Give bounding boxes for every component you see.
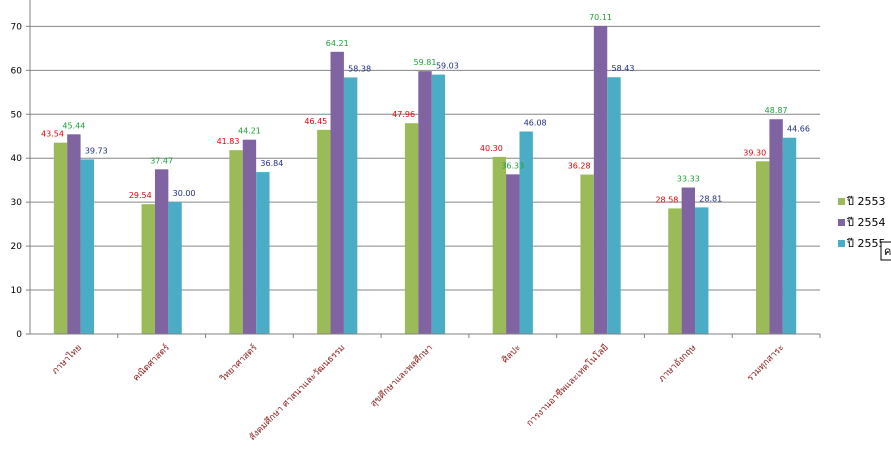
- data-label: 33.33: [677, 175, 700, 184]
- y-tick-label: 70: [11, 22, 23, 32]
- category-label: สังคมศึกษา ศาสนาและวัฒนธรรม: [247, 342, 347, 442]
- bars: [53, 25, 797, 335]
- data-label: 39.73: [85, 146, 108, 155]
- category-label: คณิตศาสตร์: [130, 342, 172, 384]
- y-tick-label: 10: [11, 286, 23, 296]
- bar: [431, 74, 446, 335]
- bar: [769, 119, 783, 334]
- data-label: 59.81: [414, 58, 437, 67]
- data-label: 28.81: [699, 194, 722, 203]
- y-tick-label: 60: [11, 66, 23, 76]
- bar: [519, 131, 533, 334]
- data-label: 28.58: [655, 195, 678, 204]
- bar: [67, 134, 81, 334]
- data-label: 29.54: [129, 191, 152, 200]
- data-label: 36.33: [501, 161, 524, 170]
- bar: [782, 137, 797, 334]
- legend-overflow-glyph: ค: [884, 245, 891, 258]
- y-tick-label: 30: [11, 198, 23, 208]
- bar: [418, 71, 432, 334]
- data-label: 46.45: [304, 117, 327, 126]
- y-tick-label: 40: [11, 154, 23, 164]
- data-label: 40.30: [480, 144, 503, 153]
- bar: [168, 202, 182, 334]
- legend-swatch: [838, 198, 845, 205]
- bar: [343, 77, 358, 334]
- data-label: 36.84: [260, 159, 283, 168]
- data-label: 41.83: [217, 137, 240, 146]
- category-label: ภาษาอังกฤษ: [657, 343, 698, 384]
- bar: [317, 129, 331, 334]
- data-label: 45.44: [62, 121, 85, 130]
- category-label: ศิลปะ: [500, 342, 523, 365]
- bar: [668, 208, 682, 334]
- bar: [330, 51, 344, 335]
- category-labels: ภาษาไทย คณิตศาสตร์ วิทยาศาสตร์สังคมศึกษา ศ…: [50, 334, 821, 443]
- category-label: การงานอาชีพและเทคโนโลยี: [524, 342, 610, 428]
- bar: [53, 142, 68, 334]
- legend-overflow-box: [880, 241, 891, 261]
- data-label: 44.21: [238, 127, 261, 136]
- data-label: 43.54: [41, 130, 64, 139]
- bar: [229, 150, 243, 334]
- category-label: สุขศึกษาและพลศึกษา: [368, 342, 435, 409]
- data-label: 47.96: [392, 110, 415, 119]
- bar: [607, 77, 621, 335]
- legend-swatch: [838, 240, 845, 247]
- data-label: 58.43: [612, 64, 635, 73]
- data-label: 37.47: [150, 156, 173, 165]
- category-label: ภาษาไทย: [50, 342, 84, 376]
- bar: [141, 204, 155, 334]
- data-label: 46.08: [524, 118, 547, 127]
- bar: [242, 139, 257, 334]
- y-axis-ticks: 0 10 20 30 40 50 60 70: [11, 22, 30, 340]
- data-label: 70.11: [589, 13, 612, 22]
- legend-label: ปี 2555: [846, 237, 886, 250]
- bar: [404, 123, 419, 334]
- bar: [492, 156, 507, 334]
- data-label: 39.30: [743, 148, 766, 157]
- bar: [80, 159, 94, 334]
- category-label: วิทยาศาสตร์: [217, 342, 260, 385]
- y-tick-label: 20: [11, 242, 23, 252]
- data-label: 58.38: [348, 64, 371, 73]
- bar: [256, 172, 270, 334]
- data-label: 36.28: [568, 162, 591, 171]
- legend-swatch: [838, 219, 845, 226]
- data-label: 48.87: [765, 106, 788, 115]
- data-label: 59.03: [436, 62, 459, 71]
- legend-label: ปี 2553: [846, 195, 886, 208]
- data-label: 30.00: [173, 189, 196, 198]
- y-tick-label: 50: [11, 110, 23, 120]
- bar: [593, 25, 608, 334]
- category-label: รวมทุกสาระ: [746, 343, 787, 384]
- bar: [506, 174, 520, 334]
- bar: [681, 187, 696, 334]
- bar: [154, 169, 169, 334]
- bar: [756, 161, 770, 334]
- bar: [580, 174, 594, 334]
- legend-label: ปี 2554: [846, 216, 886, 229]
- data-label: 64.21: [326, 39, 349, 48]
- data-label: 44.66: [787, 125, 810, 134]
- y-tick-label: 0: [16, 330, 22, 340]
- bar: [695, 207, 709, 334]
